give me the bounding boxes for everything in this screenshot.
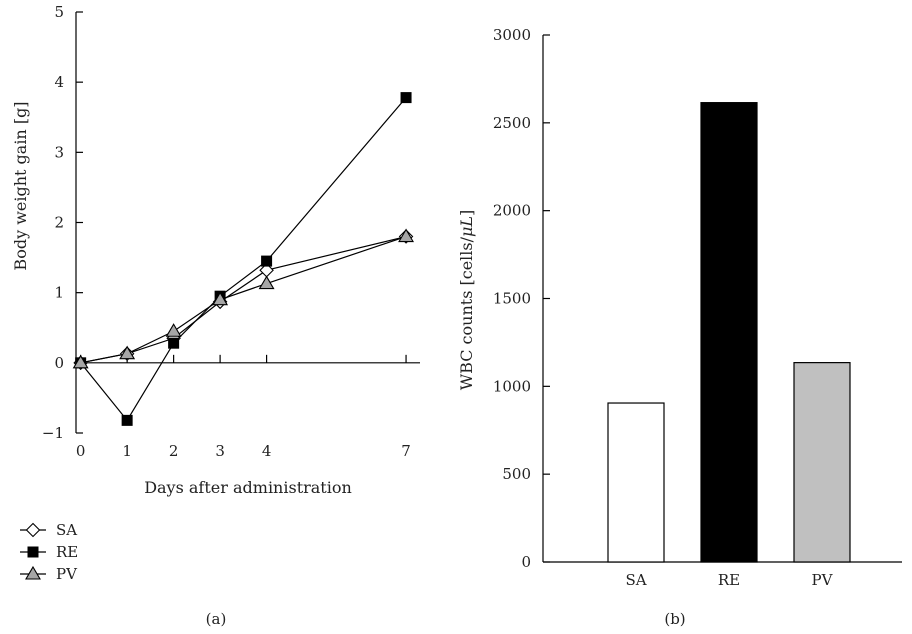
x-tick-label: 7 [401,442,411,460]
x-tick-label: 4 [262,442,272,460]
panel-label-b: (b) [664,610,685,628]
x-tick-label: 3 [215,442,225,460]
x-category-label: PV [812,571,834,589]
legend-label-re: RE [56,543,78,561]
y-tick-label: 4 [54,73,64,91]
y-tick-label: 1500 [493,290,531,308]
y-tick-label: 3000 [493,26,531,44]
data-point-re [261,255,273,267]
data-point-pv [212,291,229,306]
y-tick-label: 5 [54,3,64,21]
data-point-pv [119,345,136,360]
x-axis-title: Days after administration [144,478,352,497]
y-tick-label: 2500 [493,114,531,132]
data-point-re [168,337,180,349]
y-axis-title-unit: μL [457,216,476,237]
series-line-sa [80,235,407,364]
y-tick-label: 1 [54,284,64,302]
data-point-pv [398,228,415,243]
panel-b-bar-chart: 0 500 1000 1500 2000 2500 3000 SA RE PV WBC counts… [457,26,902,628]
y-axis-title: Body weight gain [g] [11,101,30,270]
bar-re [700,102,758,563]
y-tick-label: 2 [54,214,64,232]
y-tick-label: 0 [54,354,64,372]
panel-a-line-chart: −1 0 1 2 3 4 5 0 1 2 3 4 7 Days after administration B… [11,3,420,628]
data-point-pv [72,354,89,369]
data-point-pv [165,323,182,337]
legend-label-sa: SA [56,521,77,539]
data-point-re [121,414,133,426]
x-category-label: RE [718,571,740,589]
y-tick-label: 2000 [493,202,531,220]
x-tick-label: 2 [169,442,179,460]
legend-marker-sa [25,522,41,538]
legend-marker-pv [25,565,41,580]
panel-label-a: (a) [206,610,227,628]
y-tick-label: 1000 [493,377,531,395]
y-axis-title-close: ] [457,210,476,216]
data-point-re [400,92,412,104]
legend-label-pv: PV [56,565,78,583]
y-tick-label: −1 [42,424,64,442]
y-tick-label: 3 [54,143,64,161]
bar-sa [607,402,665,563]
series-line-pv [80,235,407,364]
y-axis-title-main: WBC counts [cells/ [457,236,476,390]
x-tick-label: 0 [76,442,86,460]
data-point-pv [258,275,275,290]
series-line-re [80,97,407,422]
bar-pv [793,362,851,563]
legend-marker-re [27,546,39,558]
x-category-label: SA [625,571,646,589]
y-axis-title: WBC counts [cells/μL] [457,210,476,391]
x-tick-label: 1 [122,442,132,460]
y-tick-label: 500 [502,465,531,483]
y-tick-label: 0 [521,553,531,571]
